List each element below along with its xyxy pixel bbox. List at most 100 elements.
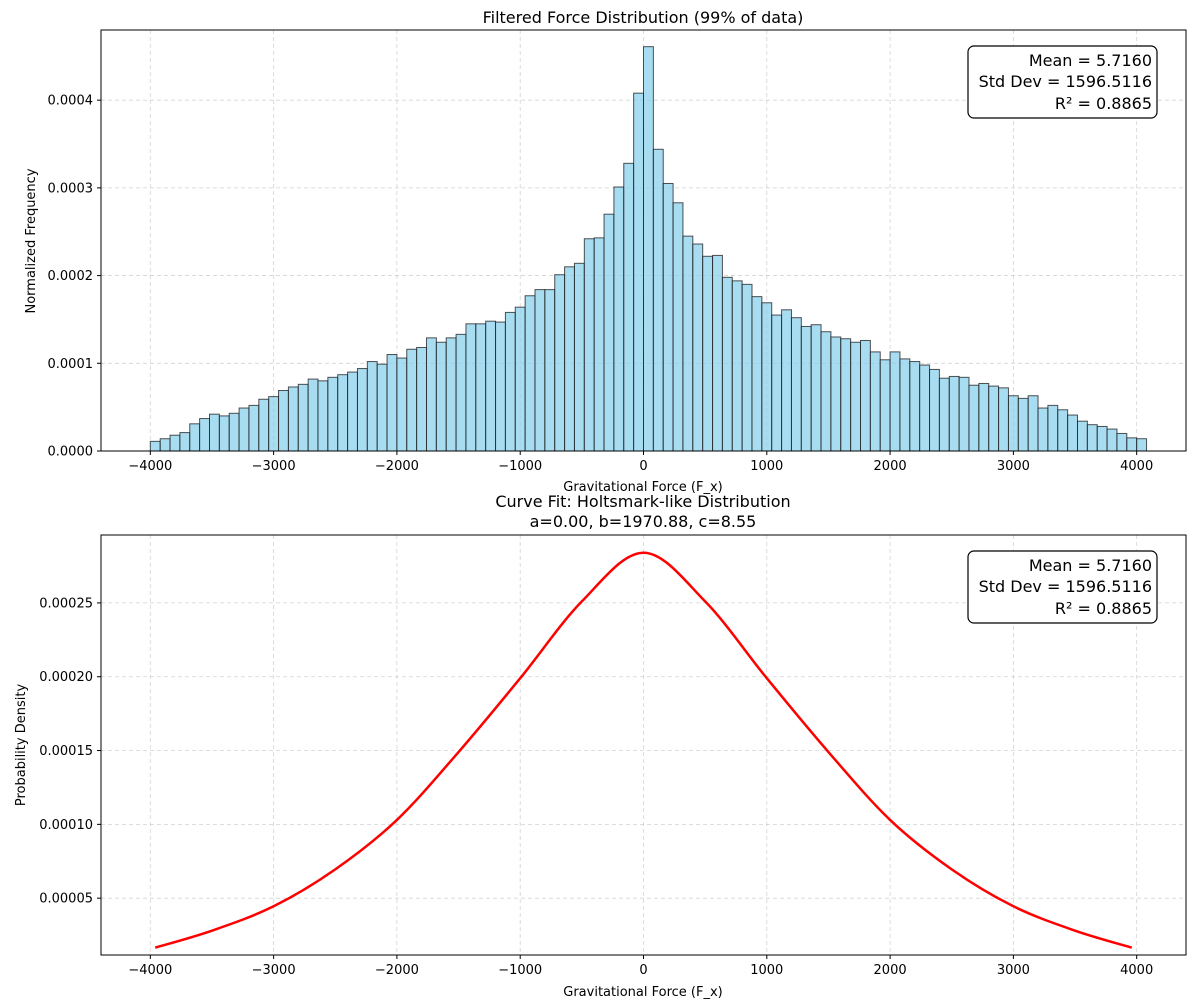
histogram-bar [929,368,940,452]
curve-fit-x-tick-label: −1000 [498,963,542,978]
curve-fit-y-ticks: 0.00005 0.00010 0.00015 0.00020 0.00025 [39,596,101,907]
histogram-bar [1007,395,1019,452]
histogram-bar [169,434,181,452]
histogram-bar [741,283,753,452]
histogram-y-tick-label: 0.0000 [48,445,94,460]
histogram-bar [988,385,1000,452]
histogram-bar [721,276,733,452]
histogram-bar [199,418,211,452]
histogram-stats-frame [967,45,1158,119]
histogram-bar [524,295,536,452]
histogram-bar [1126,437,1138,452]
histogram-bar [1106,428,1118,452]
histogram-bar [406,348,418,452]
histogram-bar [840,338,852,452]
histogram-bar [702,255,714,452]
histogram-bar [1086,424,1098,452]
histogram-bar [662,182,674,452]
histogram-bar [800,325,812,452]
curve-fit-title: Curve Fit: Holtsmark-like Distribution [495,492,790,511]
histogram-bar [248,404,260,452]
histogram-y-ticks: 0.0000 0.0001 0.0002 0.0003 0.0004 [48,94,101,460]
histogram-bar [652,148,664,452]
histogram-bar [761,302,773,452]
histogram-bar [830,336,842,452]
curve-fit-stat-r2: R² = 0.8865 [1055,599,1152,618]
histogram-bar [879,359,891,452]
histogram-bar [1067,414,1078,452]
histogram-bar [347,371,358,452]
curve-fit-x-tick-label: 1000 [750,963,783,978]
curve-fit-x-tick-label: −3000 [252,963,296,978]
histogram-bar [1096,425,1108,452]
curve-fit-stat-mean: Mean = 5.7160 [1029,556,1152,575]
histogram-bar [149,440,161,452]
histogram-x-tick-label: −4000 [128,459,172,474]
histogram-bar [820,331,832,452]
histogram-bar [810,324,822,452]
histogram-x-tick-label: 0 [639,459,647,474]
histogram-bar [869,351,881,452]
histogram-bars [149,46,1148,452]
histogram-y-label: Normalized Frequency [24,168,39,313]
curve-fit-x-tick-label: 2000 [874,963,907,978]
curve-fit-y-label: Probability Density [14,684,29,807]
histogram-bar [889,351,901,452]
histogram-y-tick-label: 0.0004 [48,94,94,109]
curve-fit-y-tick-label: 0.00025 [39,596,93,611]
histogram-bar [475,323,487,452]
histogram-panel: Filtered Force Distribution (99% of data… [24,8,1187,495]
curve-fit-y-tick-label: 0.00010 [39,818,93,833]
histogram-bar [287,386,299,452]
histogram-bar [297,383,309,452]
histogram-bar [1057,409,1069,452]
histogram-bar [366,361,378,452]
histogram-y-tick-label: 0.0001 [48,357,94,372]
histogram-bar [504,311,516,452]
curve-fit-subtitle: a=0.00, b=1970.88, c=8.55 [530,512,757,531]
histogram-bar [268,396,280,452]
histogram-bar [445,337,457,452]
histogram-stat-std: Std Dev = 1596.5116 [979,72,1152,91]
histogram-bar [633,92,644,452]
histogram-bar [337,374,349,452]
histogram-bar [564,266,575,452]
curve-fit-stat-std: Std Dev = 1596.5116 [979,577,1152,596]
histogram-bar [643,46,654,452]
histogram-bar [583,238,595,452]
histogram-x-label: Gravitational Force (F_x) [563,480,723,495]
histogram-y-tick-label: 0.0003 [48,181,94,196]
histogram-bar [189,423,201,452]
histogram-bar [998,387,1009,452]
histogram-bar [554,274,566,452]
histogram-bar [682,235,694,452]
histogram-bar [258,398,270,452]
curve-fit-y-tick-label: 0.00015 [39,744,93,759]
histogram-bar [899,358,911,452]
histogram-bar [1017,397,1029,452]
histogram-bar [159,438,171,452]
curve-fit-panel: Curve Fit: Holtsmark-like Distribution a… [14,492,1187,1000]
histogram-bar [1037,407,1049,452]
histogram-bar [1077,420,1088,452]
histogram-bar [1136,438,1148,452]
histogram-bar [573,262,585,452]
histogram-bar [1116,432,1128,452]
histogram-bar [919,364,931,452]
histogram-bar [317,380,329,452]
histogram-bar [376,363,388,452]
histogram-bar [534,289,546,452]
histogram-bar [1047,404,1059,452]
histogram-stat-r2: R² = 0.8865 [1055,94,1152,113]
histogram-bar [672,202,684,452]
histogram-x-tick-label: 2000 [874,459,907,474]
histogram-bar [465,323,477,452]
curve-fit-y-tick-label: 0.00020 [39,670,93,685]
histogram-bar [692,243,704,452]
histogram-bar [712,254,723,452]
curve-fit-x-tick-label: 3000 [997,963,1030,978]
curve-fit-stats-box: Mean = 5.7160 Std Dev = 1596.5116 R² = 0… [967,550,1158,624]
histogram-bar [307,378,319,452]
histogram-bar [327,376,339,452]
